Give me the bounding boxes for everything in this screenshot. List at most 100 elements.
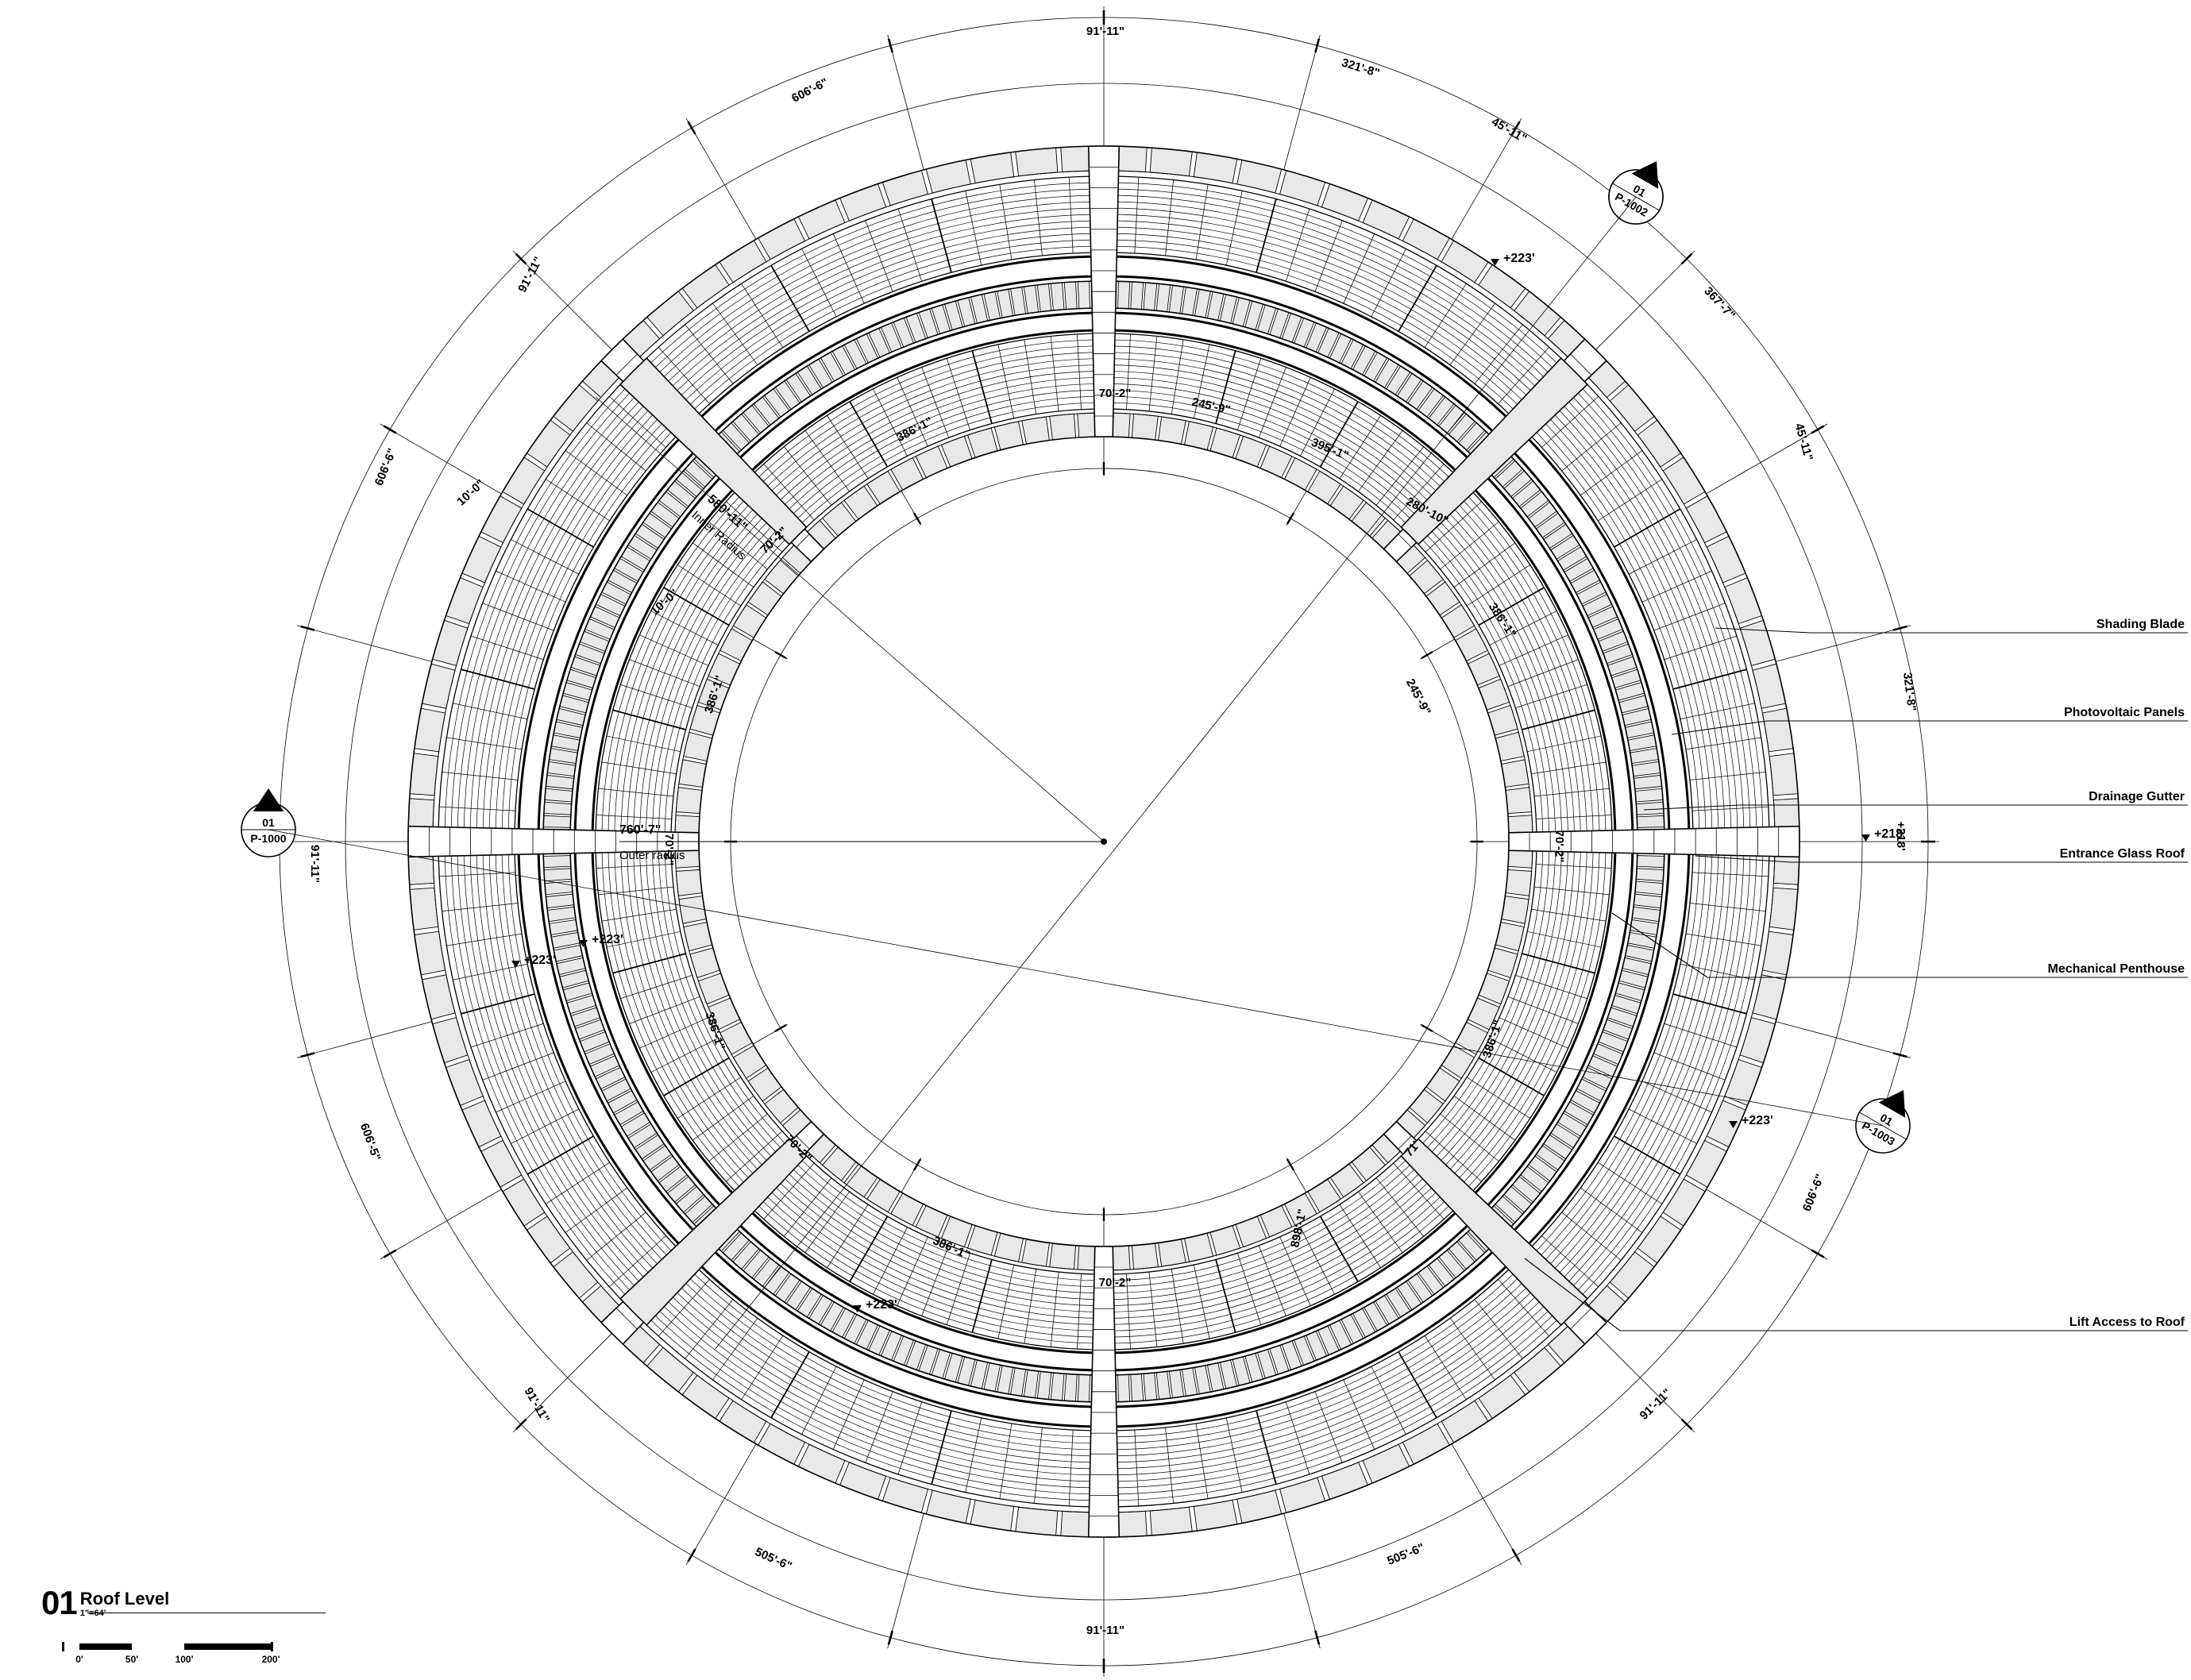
dimension-extension-line <box>1776 625 1911 662</box>
scale-bar: 0' 50' 100' 200' <box>62 1642 280 1670</box>
dimension-tick <box>887 38 893 53</box>
inner-shading-blade-segment <box>1235 1216 1267 1248</box>
dimension-extension-line <box>1283 34 1321 170</box>
pv-outer-array-divider <box>461 993 535 1015</box>
dimension-tick <box>1811 425 1825 434</box>
lift-access-to-roof <box>619 1138 808 1327</box>
pv-inner-array-divider <box>1478 1057 1545 1096</box>
scale-tick-50: 50' <box>125 1654 139 1665</box>
glass-roof-panel <box>1635 868 1664 882</box>
inner-shading-blade-segment <box>1487 947 1518 979</box>
shading-blade-segment <box>1761 931 1794 976</box>
scale-bar-cap-right <box>271 1642 273 1651</box>
dimension-extension-line <box>1706 1189 1828 1260</box>
dimension-extension-line <box>380 423 502 495</box>
penthouse-hatch <box>615 1308 638 1330</box>
glass-roof-panel <box>1077 1374 1090 1403</box>
shading-blade-segment <box>1761 707 1794 753</box>
callout-leader <box>1671 720 1768 735</box>
pv-inner-array-divider <box>1319 1216 1359 1282</box>
elevation-tag-marker <box>511 961 520 968</box>
inner-shading-blade-segment <box>1487 704 1518 736</box>
callout-leader <box>1695 855 1792 863</box>
inner-shading-blade-segment <box>940 435 973 468</box>
dimension-label-16: 245'-9" <box>1403 676 1433 717</box>
inner-shading-blade-segment <box>1158 416 1186 445</box>
pv-inner-array-divider <box>663 1057 730 1096</box>
glass-roof-panel <box>544 880 573 896</box>
inner-shading-blade-segment <box>678 759 707 788</box>
inner-shading-blade-segment <box>1501 759 1529 788</box>
elevation-tag-marker <box>1729 1121 1738 1128</box>
lift-access-to-roof <box>619 356 808 545</box>
dimension-tick <box>300 1052 315 1058</box>
elevation-tag-marker <box>1861 834 1870 842</box>
dimension-label-5: 606'-6" <box>372 446 399 487</box>
pv-outer-array-divider <box>770 264 810 332</box>
dimension-label-0: 91'-11" <box>1086 25 1124 38</box>
shading-blade-segment <box>1752 663 1787 709</box>
dimension-extension-line <box>1776 1021 1911 1058</box>
penthouse-hatch <box>1398 1135 1412 1150</box>
title-block: 01 Roof Level 1"=64' <box>41 1586 486 1675</box>
inner-shading-blade-segment <box>1505 869 1533 896</box>
dimension-tick <box>1892 625 1907 631</box>
inner-shading-blade-segment <box>1021 1239 1050 1267</box>
inner-dimension-tick <box>1421 650 1433 660</box>
scale-bar-labels: 0' 50' 100' 200' <box>62 1654 280 1670</box>
dimension-label-36: 91'-11" <box>1637 1386 1674 1423</box>
pv-inner-array-divider <box>663 587 730 626</box>
dimension-label-3: 45'-11" <box>1489 115 1529 146</box>
inner-radius-leader <box>595 396 1105 842</box>
penthouse-hatch <box>1398 534 1412 548</box>
shading-blade-segment <box>1769 887 1799 931</box>
pv-inner-array-divider <box>1522 953 1595 974</box>
dimension-tick <box>1511 121 1521 135</box>
dimension-tick <box>1680 252 1693 265</box>
pv-outer-array-divider <box>770 1351 810 1419</box>
scale-bar-segment <box>184 1643 272 1650</box>
dimension-tick <box>687 1548 696 1562</box>
pv-outer-array-divider <box>1398 1351 1437 1419</box>
callout-label: Photovoltaic Panels <box>2064 706 2185 719</box>
callout-entrance-glass-roof: Entrance Glass Roof <box>1695 847 2188 863</box>
section-marker[interactable]: 01P-1002 <box>1608 160 1664 225</box>
glass-roof-panel <box>543 801 573 815</box>
section-marker-arrow <box>1631 160 1659 189</box>
glass-roof-panel <box>1634 788 1664 803</box>
glass-roof-panel <box>1063 1373 1078 1402</box>
section-marker[interactable]: 01 P-1000 <box>241 788 296 857</box>
dimension-tick <box>1892 1052 1907 1058</box>
dimension-label-30: 70'-2" <box>1099 1276 1132 1289</box>
pv-outer-array-divider <box>1256 198 1277 273</box>
dimension-extension-line <box>685 1443 757 1566</box>
dimension-label-35: 505'-6" <box>1385 1541 1426 1568</box>
penthouse-hatch <box>1570 1308 1592 1330</box>
inner-shading-blade-segment <box>1131 1243 1159 1270</box>
callout-leader <box>1643 804 1740 811</box>
dimension-label-23: 70'-2" <box>662 834 676 866</box>
glass-roof-panel <box>1117 280 1131 310</box>
pv-outer-array-divider <box>1672 993 1747 1015</box>
dimension-extension-line <box>512 1333 612 1433</box>
pv-outer-array-divider <box>1672 669 1747 690</box>
inner-shading-blade-segment <box>1209 1225 1241 1256</box>
penthouse-hatch <box>796 1135 810 1150</box>
callout-shading-blade: Shading Blade <box>1715 618 2188 634</box>
section-marker[interactable]: 01P-1003 <box>1855 1089 1911 1154</box>
scale-bar-cap-left <box>62 1642 64 1651</box>
lift-access-to-roof <box>1400 356 1589 545</box>
section-marker-arrow <box>253 788 284 812</box>
dimension-tick <box>1680 1418 1693 1431</box>
dimension-tick <box>1811 1249 1825 1258</box>
pv-outer-array-divider <box>1256 1410 1277 1485</box>
glass-roof-panel <box>1130 281 1144 310</box>
shading-blade-segment <box>1015 1506 1059 1536</box>
shading-blade-segment <box>1193 152 1238 184</box>
dimension-extension-line <box>296 625 432 662</box>
elevation-tag-0: +223' <box>592 933 623 946</box>
inner-dimension-tick <box>1286 512 1295 525</box>
dimension-label-6: 10'-0" <box>454 477 488 509</box>
inner-dimension-tick <box>912 1158 922 1171</box>
scale-tick-200: 200' <box>261 1654 280 1665</box>
